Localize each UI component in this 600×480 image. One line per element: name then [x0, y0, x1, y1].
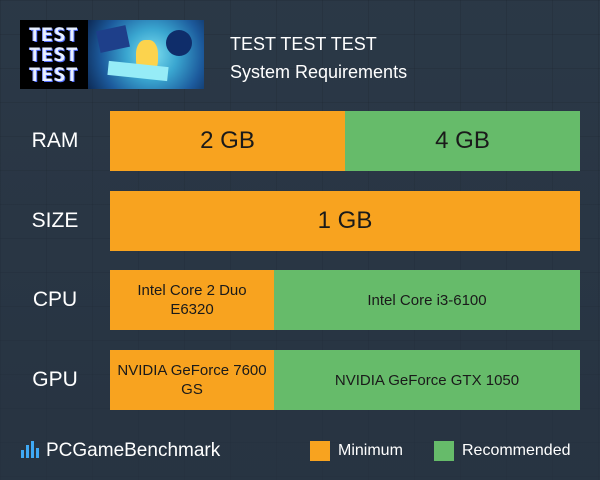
- row-label: RAM: [31, 129, 79, 152]
- legend-label: Minimum: [338, 442, 403, 459]
- thumbnail-artwork: [88, 20, 204, 89]
- row-label: SIZE: [31, 209, 79, 232]
- legend-swatch-recommended: [434, 441, 454, 461]
- legend-label: Recommended: [462, 442, 571, 459]
- recommended-bar: 4 GB: [345, 111, 580, 171]
- minimum-bar: NVIDIA GeForce 7600 GS: [110, 350, 274, 410]
- row-label: GPU: [32, 368, 78, 391]
- benchmark-chart-icon: [20, 439, 40, 464]
- thumbnail-logo-line: TEST: [29, 23, 79, 46]
- requirement-row-cpu: CPU Intel Core 2 Duo E6320 Intel Core i3…: [0, 270, 600, 330]
- minimum-bar: Intel Core 2 Duo E6320: [110, 270, 274, 330]
- page-subtitle: System Requirements: [230, 62, 408, 82]
- minimum-bar: 2 GB: [110, 111, 345, 171]
- requirement-row-gpu: GPU NVIDIA GeForce 7600 GS NVIDIA GeForc…: [0, 350, 600, 410]
- thumbnail-logo-line: TEST: [29, 63, 79, 86]
- brand-name: PCGameBenchmark: [46, 440, 221, 461]
- game-title: TEST TEST TEST: [230, 34, 377, 54]
- row-label: CPU: [32, 288, 78, 311]
- recommended-bar: Intel Core i3-6100: [274, 270, 580, 330]
- game-thumbnail: TEST TEST TEST: [20, 20, 204, 89]
- legend-swatch-minimum: [310, 441, 330, 461]
- artwork-shape: [107, 60, 169, 82]
- legend-minimum: Minimum: [310, 440, 403, 462]
- combined-bar: 1 GB: [110, 191, 580, 251]
- requirement-row-size: SIZE 1 GB: [0, 191, 600, 251]
- brand-link[interactable]: PCGameBenchmark: [20, 437, 220, 465]
- artwork-shape: [166, 30, 192, 56]
- legend-recommended: Recommended: [434, 440, 571, 462]
- thumbnail-logo: TEST TEST TEST: [20, 20, 88, 89]
- recommended-bar: NVIDIA GeForce GTX 1050: [274, 350, 580, 410]
- artwork-shape: [96, 25, 130, 53]
- thumbnail-logo-line: TEST: [29, 43, 79, 66]
- requirement-row-ram: RAM 2 GB 4 GB: [0, 111, 600, 171]
